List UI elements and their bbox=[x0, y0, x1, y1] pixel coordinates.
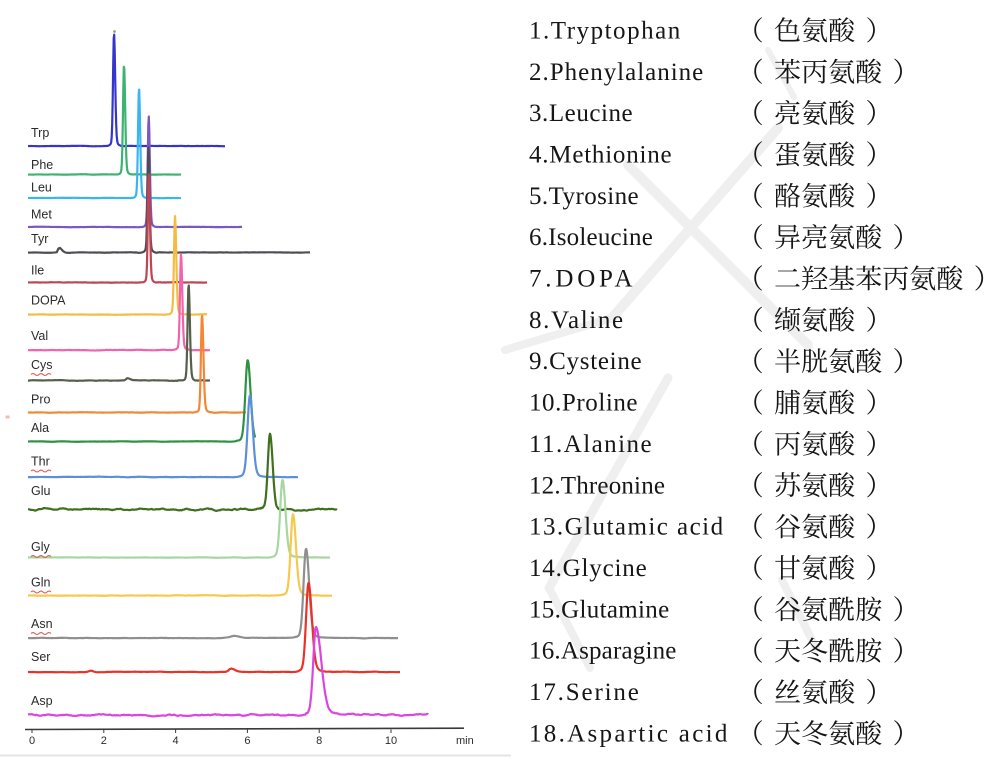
svg-text:Met: Met bbox=[31, 208, 52, 222]
svg-text:Ile: Ile bbox=[31, 264, 44, 278]
svg-text:Phe: Phe bbox=[31, 158, 53, 172]
svg-text:8.Valine: 8.Valine bbox=[529, 307, 625, 334]
svg-text:Thr: Thr bbox=[31, 455, 50, 469]
svg-text:3.Leucine: 3.Leucine bbox=[529, 100, 633, 127]
svg-text:Trp: Trp bbox=[31, 126, 49, 140]
svg-text:14.Glycine: 14.Glycine bbox=[529, 555, 648, 582]
svg-text:15.Glutamine: 15.Glutamine bbox=[529, 596, 670, 623]
svg-text:Gln: Gln bbox=[31, 576, 51, 590]
svg-text:DOPA: DOPA bbox=[31, 294, 66, 308]
svg-text:0: 0 bbox=[29, 735, 35, 747]
svg-text:Asn: Asn bbox=[31, 617, 53, 631]
svg-text:2: 2 bbox=[101, 735, 107, 747]
svg-text:4.Methionine: 4.Methionine bbox=[529, 141, 672, 168]
svg-text:Gly: Gly bbox=[31, 540, 51, 554]
svg-text:1.Tryptophan: 1.Tryptophan bbox=[529, 17, 682, 44]
svg-text:10: 10 bbox=[385, 735, 397, 747]
svg-text:Asp: Asp bbox=[31, 694, 53, 708]
svg-text:Glu: Glu bbox=[31, 484, 51, 498]
svg-text:5.Tyrosine: 5.Tyrosine bbox=[529, 183, 639, 210]
svg-text:Ser: Ser bbox=[31, 650, 50, 664]
svg-text:9.Cysteine: 9.Cysteine bbox=[529, 348, 642, 375]
svg-text:Cys: Cys bbox=[31, 358, 53, 372]
svg-text:11.Alanine: 11.Alanine bbox=[529, 431, 653, 458]
svg-text:10.Proline: 10.Proline bbox=[529, 390, 638, 417]
svg-text:8: 8 bbox=[316, 735, 322, 747]
svg-text:Val: Val bbox=[31, 329, 48, 343]
svg-text:6: 6 bbox=[244, 735, 250, 747]
svg-text:6.Isoleucine: 6.Isoleucine bbox=[529, 224, 653, 251]
svg-text:12.Threonine: 12.Threonine bbox=[529, 472, 665, 499]
svg-text:17.Serine: 17.Serine bbox=[529, 679, 641, 706]
svg-text:Tyr: Tyr bbox=[31, 232, 48, 246]
svg-text:Leu: Leu bbox=[31, 181, 52, 195]
svg-text:16.Asparagine: 16.Asparagine bbox=[529, 638, 677, 665]
svg-text:4: 4 bbox=[173, 735, 179, 747]
svg-text:7.DOPA: 7.DOPA bbox=[529, 266, 636, 293]
svg-text:Pro: Pro bbox=[31, 393, 51, 407]
svg-text:Ala: Ala bbox=[31, 421, 49, 435]
svg-text:13.Glutamic acid: 13.Glutamic acid bbox=[529, 514, 725, 541]
svg-text:min: min bbox=[456, 735, 474, 747]
svg-text:18.Aspartic acid: 18.Aspartic acid bbox=[529, 720, 730, 747]
svg-text:2.Phenylalanine: 2.Phenylalanine bbox=[529, 59, 704, 86]
